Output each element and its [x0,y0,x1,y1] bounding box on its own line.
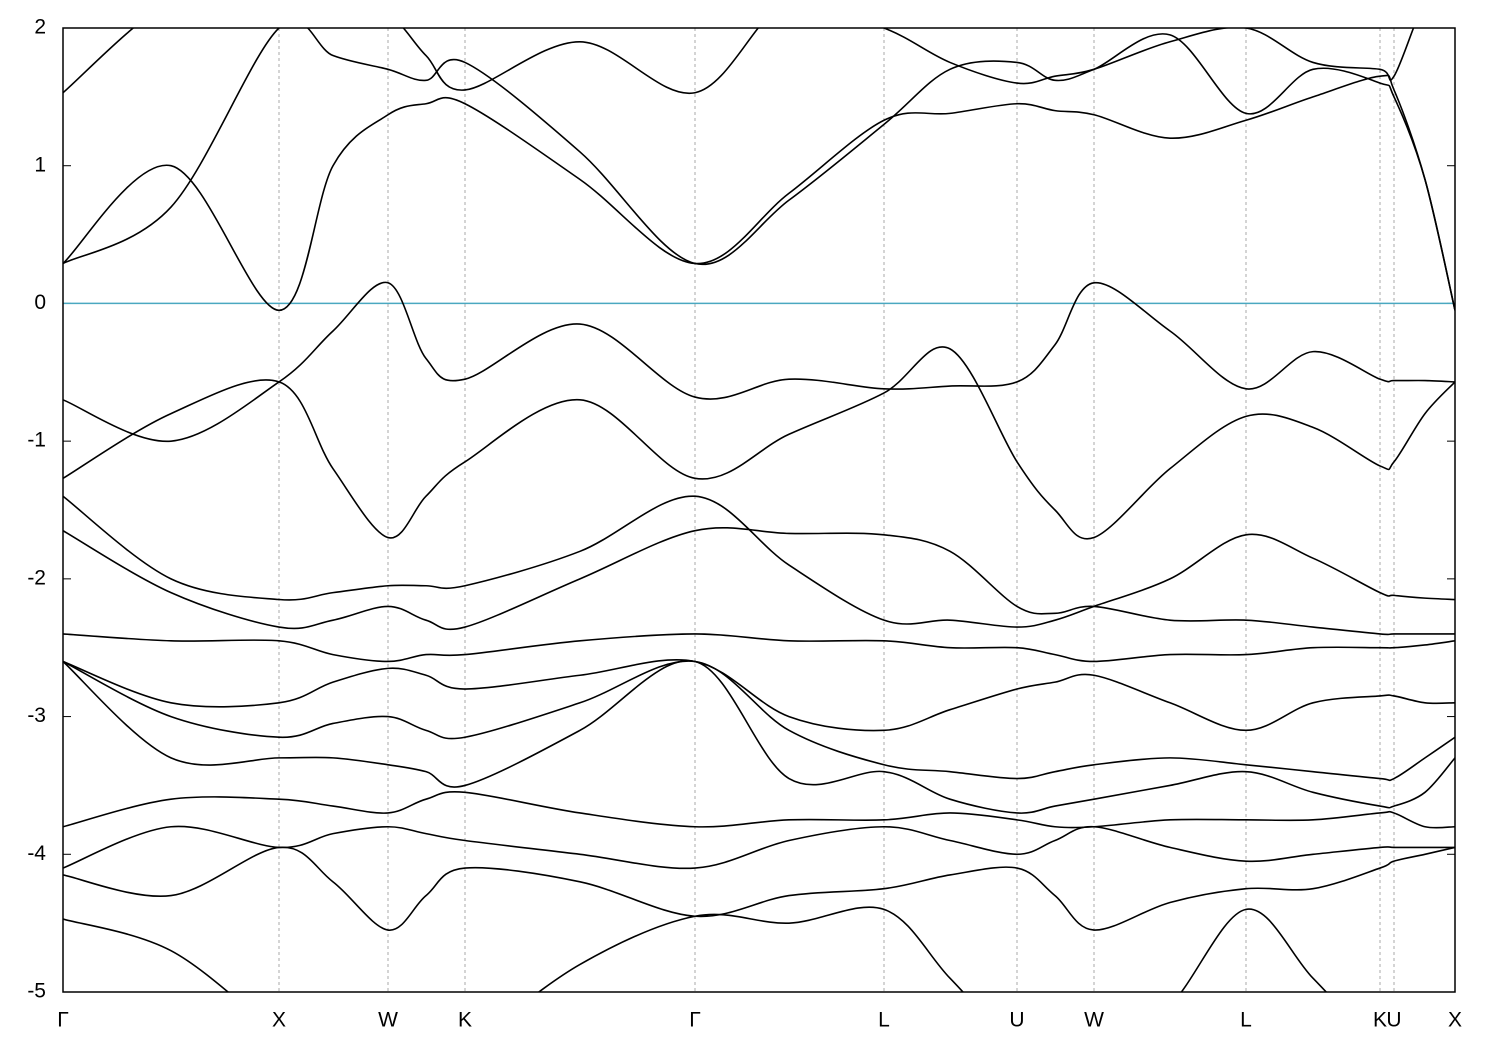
x-tick-label: L [1240,1009,1252,1032]
bands [63,28,1455,992]
x-tick-label: X [272,1009,286,1032]
band-line [63,526,1455,636]
x-tick-label: Γ [57,1009,69,1032]
band-line [63,660,1455,782]
band-line [63,74,1455,312]
band-line [63,28,1415,95]
band-line [63,906,1328,992]
y-tick-label: -4 [27,842,46,865]
y-tick-label: 1 [34,153,46,176]
x-tick-label: K [458,1009,472,1032]
x-tick-label: L [878,1009,890,1032]
y-tick-label: 2 [34,16,46,39]
band-line [63,633,1455,663]
plot-frame [62,27,1456,993]
y-tick-label: -2 [27,566,46,589]
x-tick-label: U [1009,1009,1024,1032]
x-tick-label: U [1386,1009,1401,1032]
x-tick-label: X [1448,1009,1462,1032]
band-line [63,791,1455,829]
y-tick-label: -5 [27,980,46,1003]
band-line [63,659,1455,814]
x-tick-label: W [378,1009,398,1032]
y-tick-label: -3 [27,704,46,727]
band-line [63,825,1455,870]
y-tick-label: -1 [27,429,46,452]
grid [62,27,1456,993]
x-tick-label: W [1084,1009,1104,1032]
band-line [63,495,1455,628]
y-tick-label: 0 [34,291,46,314]
x-tick-label: K [1373,1009,1387,1032]
band-line [63,346,1455,540]
band-line [63,28,1455,311]
x-tick-label: Γ [689,1009,701,1032]
band-line [63,281,1455,442]
band-line [63,846,1455,931]
band-line [63,658,1455,732]
